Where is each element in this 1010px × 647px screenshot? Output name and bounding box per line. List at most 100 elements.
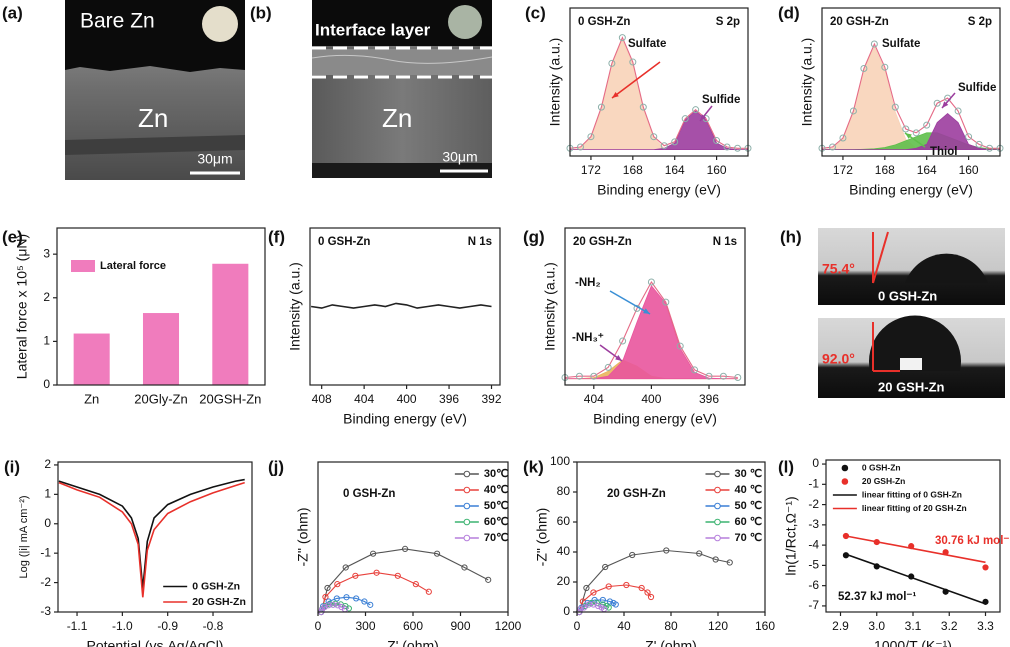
data-point: [719, 372, 727, 380]
y-tick-label: 100: [550, 454, 570, 468]
data-point: [590, 372, 598, 380]
data-point: [583, 584, 590, 592]
data-point: [860, 64, 868, 72]
x-tick-label: 1200: [495, 619, 522, 633]
y-tick-label: -3: [808, 517, 819, 531]
background-region: [65, 0, 245, 72]
data-point: [723, 143, 731, 151]
plot-frame: [309, 227, 501, 386]
data-point: [576, 143, 584, 151]
arrow-head: [615, 355, 622, 361]
annotation: Sulfide: [702, 94, 740, 106]
arrow-head: [905, 133, 912, 139]
data-point: [676, 342, 684, 350]
data-point: [412, 581, 419, 588]
data-point: [461, 564, 468, 571]
panel-label: (a): [2, 3, 23, 22]
legend-marker: [463, 534, 471, 542]
data-point: [839, 134, 847, 142]
x-tick-label: 172: [833, 163, 853, 177]
x-axis-label: Binding energy (eV): [597, 182, 721, 198]
x-tick-label: -1.0: [112, 619, 133, 633]
bar: [142, 313, 180, 385]
y-axis-label: ln(1/Rct,Ω⁻¹): [783, 496, 799, 575]
panel-label: (l): [778, 457, 794, 476]
data-point: [933, 99, 941, 107]
legend-marker: [714, 502, 721, 510]
data-point: [575, 372, 583, 380]
x-tick-label: 160: [707, 163, 727, 177]
data-point: [712, 556, 719, 563]
series-line: [58, 481, 245, 598]
data-point: [401, 545, 409, 553]
legend-label: 70℃: [484, 532, 509, 544]
x-tick-label: 404: [354, 392, 374, 406]
data-point: [604, 363, 612, 371]
panel-label: (i): [4, 457, 20, 476]
legend-marker: [714, 518, 721, 526]
y-tick-label: 2: [44, 457, 51, 471]
data-point: [638, 584, 645, 592]
y-tick-label: -2: [808, 497, 819, 511]
data-point: [353, 595, 360, 602]
legend-marker: [714, 534, 721, 542]
angle-line: [872, 231, 889, 284]
data-point: [681, 115, 689, 123]
panel-label: (d): [778, 3, 800, 22]
plot-frame: [56, 227, 266, 386]
series-line: [569, 36, 748, 149]
plot-frame: [564, 227, 746, 386]
coin-photo: [448, 5, 482, 39]
legend-marker: [463, 502, 471, 510]
x-tick-label: 0: [574, 619, 581, 633]
droplet: [905, 253, 988, 283]
y-tick-label: -2: [40, 575, 51, 589]
chart-title: 0 GSH-Zn: [578, 16, 630, 28]
data-point: [334, 581, 341, 588]
y-tick-label: 2: [43, 290, 50, 304]
series-line: [845, 535, 986, 564]
legend-marker: [463, 486, 471, 494]
series-line: [58, 478, 245, 589]
data-point: [597, 103, 605, 111]
data-point: [662, 298, 670, 306]
x-axis-label: Z' (ohm): [387, 638, 439, 647]
data-point: [639, 103, 647, 111]
texture: [65, 135, 245, 155]
y-tick-label: -7: [808, 598, 819, 612]
data-point: [647, 278, 655, 286]
data-point: [849, 107, 857, 115]
legend-marker: [841, 478, 849, 485]
x-tick-label: 3.3: [977, 619, 994, 633]
legend-label: 50 ℃: [734, 500, 762, 512]
y-tick-label: 3: [43, 246, 50, 260]
coin-photo: [202, 6, 238, 42]
x-tick-label: 408: [312, 392, 332, 406]
data-point: [734, 373, 742, 381]
droplet: [868, 315, 961, 371]
x-tick-label: 396: [439, 392, 459, 406]
chart-subtitle: N 1s: [468, 236, 492, 248]
arrow-head: [643, 308, 650, 314]
data-point: [599, 596, 606, 604]
y-axis-label: Intensity (a.u.): [287, 262, 303, 351]
data-point: [345, 605, 352, 612]
legend-label: 40℃: [484, 484, 509, 496]
data-point: [342, 564, 349, 571]
chart-subtitle: S 2p: [716, 16, 740, 28]
data-point: [587, 133, 595, 141]
x-tick-label: 40: [617, 619, 631, 633]
y-tick-label: -6: [808, 578, 819, 592]
series-line: [564, 280, 738, 379]
data-point: [696, 550, 703, 557]
y-tick-label: 0: [44, 516, 51, 530]
data-point: [580, 604, 588, 611]
contact-angle-photos: 75.4° 0 GSH-Zn 92.0° 20 GSH-Zn: [818, 228, 1005, 398]
data-point: [325, 602, 332, 609]
x-tick-label: -1.1: [67, 619, 88, 633]
x-tick-label: 20Gly-Zn: [134, 391, 187, 406]
image-caption: Interface layer: [315, 20, 431, 39]
legend-marker: [714, 486, 721, 494]
data-point: [595, 602, 602, 610]
plot-frame: [569, 7, 749, 157]
